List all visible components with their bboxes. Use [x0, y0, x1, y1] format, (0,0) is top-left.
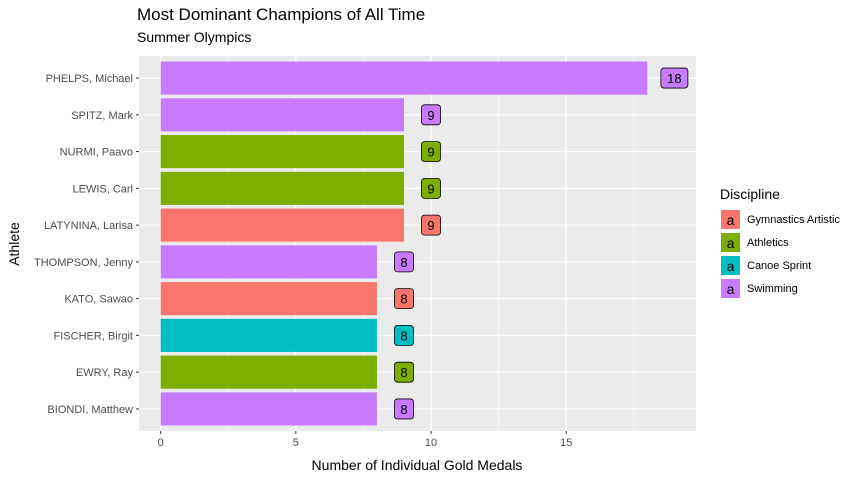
data-label-box [421, 214, 441, 236]
data-label: 9 [427, 108, 434, 123]
legend-swatch: a [720, 209, 741, 230]
y-tick-label: EWRY, Ray [76, 367, 134, 379]
x-tick-label: 10 [425, 437, 437, 449]
bars [160, 61, 648, 426]
legend-label: Gymnastics Artistic [747, 213, 840, 226]
bar [160, 355, 377, 389]
legend-item: a Athletics [720, 231, 840, 254]
data-label: 8 [400, 328, 407, 343]
y-axis-label: Athlete [6, 222, 22, 266]
legend-label: Swimming [747, 282, 798, 295]
y-tick-label: NURMI, Paavo [60, 147, 133, 159]
bar [160, 282, 377, 316]
legend-item: a Gymnastics Artistic [720, 208, 840, 231]
data-label: 8 [400, 255, 407, 270]
data-label: 8 [400, 402, 407, 417]
legend-swatch: a [720, 232, 741, 253]
bar [160, 61, 648, 95]
legend-swatch: a [720, 278, 741, 299]
y-tick-label: LATYNINA, Larisa [44, 220, 134, 232]
data-label: 9 [427, 218, 434, 233]
bar [160, 208, 404, 242]
y-tick-label: LEWIS, Carl [72, 183, 133, 195]
legend-item: a Swimming [720, 277, 840, 300]
data-labels: 18 9 9 9 9 8 8 8 8 8 [394, 67, 689, 420]
data-label-box [421, 104, 441, 126]
chart-title: Most Dominant Champions of All Time [137, 5, 426, 24]
legend-title: Discipline [720, 186, 780, 202]
x-tick-label: 15 [560, 437, 572, 449]
data-label-box [394, 398, 414, 420]
data-label: 8 [400, 292, 407, 307]
y-tick-label: SPITZ, Mark [71, 110, 133, 122]
data-label: 8 [400, 365, 407, 380]
legend-swatch: a [720, 255, 741, 276]
x-axis-label: Number of Individual Gold Medals [311, 457, 523, 473]
bar [160, 135, 404, 169]
bar [160, 98, 404, 132]
legend-label: Canoe Sprint [747, 259, 812, 272]
y-tick-label: THOMPSON, Jenny [34, 257, 134, 269]
data-label: 9 [427, 181, 434, 196]
data-label: 9 [427, 145, 434, 160]
x-axis: 0 5 10 15 [158, 431, 572, 449]
bar [160, 171, 404, 205]
chart-subtitle: Summer Olympics [137, 29, 252, 45]
data-label-box [394, 325, 414, 346]
bar [160, 245, 377, 279]
data-label-box [394, 361, 414, 383]
data-label-box [421, 177, 441, 199]
bar [160, 392, 377, 426]
data-label-box [421, 141, 441, 162]
legend-label: Athletics [747, 236, 789, 249]
bar [160, 318, 377, 352]
y-axis: PHELPS, Michael SPITZ, Mark NURMI, Paavo LE… [34, 73, 139, 416]
x-tick-label: 0 [158, 437, 164, 449]
legend-item: a Canoe Sprint [720, 254, 840, 277]
y-tick-label: BIONDI, Matthew [47, 404, 133, 416]
y-tick-label: FISCHER, Birgit [54, 330, 133, 342]
x-tick-label: 5 [293, 437, 299, 449]
data-label-box [660, 67, 689, 89]
legend: Discipline a Gymnastics Artistic a Athletic… [720, 186, 840, 300]
data-label: 18 [667, 71, 681, 86]
data-label-box [394, 288, 414, 310]
y-tick-label: KATO, Sawao [64, 294, 133, 306]
data-label-box [394, 251, 414, 273]
y-tick-label: PHELPS, Michael [46, 73, 133, 85]
